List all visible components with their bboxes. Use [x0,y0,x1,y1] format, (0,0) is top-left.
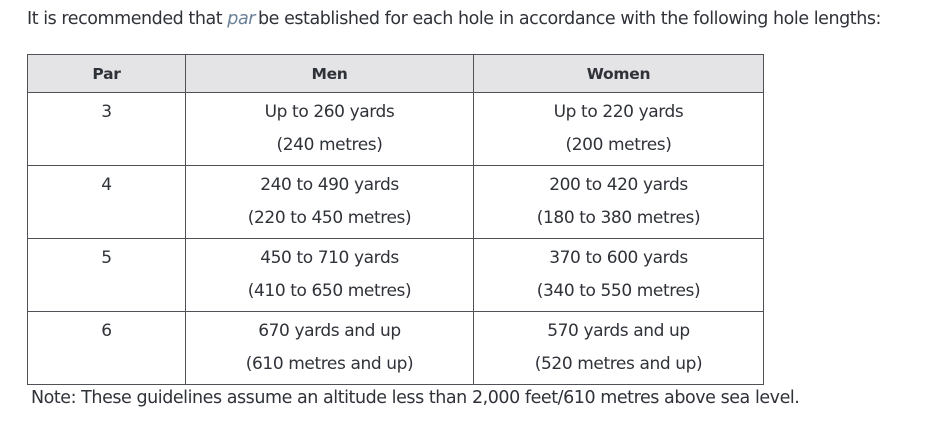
men-yards: Up to 260 yards [264,102,395,122]
par-cell: 4 [27,165,186,239]
intro-before: It is recommended that [27,9,228,29]
men-yards: 240 to 490 yards [260,175,399,195]
women-cell: 200 to 420 yards (180 to 380 metres) [473,165,764,239]
table-row: 6 670 yards and up (610 metres and up) 57… [27,311,764,385]
women-cell: 370 to 600 yards (340 to 550 metres) [473,238,764,312]
men-cell: 670 yards and up (610 metres and up) [185,311,474,385]
women-cell: 570 yards and up (520 metres and up) [473,311,764,385]
women-metres: (180 to 380 metres) [536,208,701,228]
altitude-note: Note: These guidelines assume an altitud… [31,388,800,408]
table-row: 3 Up to 260 yards (240 metres) Up to 220 … [27,92,764,166]
intro-after: be established for each hole in accordan… [257,9,881,29]
par-value: 3 [101,102,112,122]
par-value: 4 [101,175,112,195]
women-metres: (200 metres) [565,135,672,155]
men-yards: 670 yards and up [258,321,401,341]
intro-text: It is recommended that par be established… [27,7,881,31]
men-metres: (410 to 650 metres) [247,281,412,301]
table-row: 4 240 to 490 yards (220 to 450 metres) 20… [27,165,764,239]
table-row: 5 450 to 710 yards (410 to 650 metres) 37… [27,238,764,312]
men-cell: 450 to 710 yards (410 to 650 metres) [185,238,474,312]
women-yards: 370 to 600 yards [549,248,688,268]
header-men: Men [185,54,474,93]
par-cell: 6 [27,311,186,385]
par-value: 6 [101,321,112,341]
men-cell: Up to 260 yards (240 metres) [185,92,474,166]
women-yards: 200 to 420 yards [549,175,688,195]
header-women: Women [473,54,764,93]
men-cell: 240 to 490 yards (220 to 450 metres) [185,165,474,239]
men-yards: 450 to 710 yards [260,248,399,268]
women-yards: 570 yards and up [547,321,690,341]
par-cell: 3 [27,92,186,166]
intro-term-par: par [227,9,255,29]
men-metres: (610 metres and up) [245,354,414,374]
par-cell: 5 [27,238,186,312]
par-hole-length-table: Par Men Women 3 Up to 260 yards (240 metr… [27,54,764,385]
women-cell: Up to 220 yards (200 metres) [473,92,764,166]
women-metres: (340 to 550 metres) [536,281,701,301]
men-metres: (240 metres) [276,135,383,155]
men-metres: (220 to 450 metres) [247,208,412,228]
women-yards: Up to 220 yards [553,102,684,122]
women-metres: (520 metres and up) [534,354,703,374]
par-value: 5 [101,248,112,268]
header-par: Par [27,54,186,93]
table-header-row: Par Men Women [27,54,764,93]
